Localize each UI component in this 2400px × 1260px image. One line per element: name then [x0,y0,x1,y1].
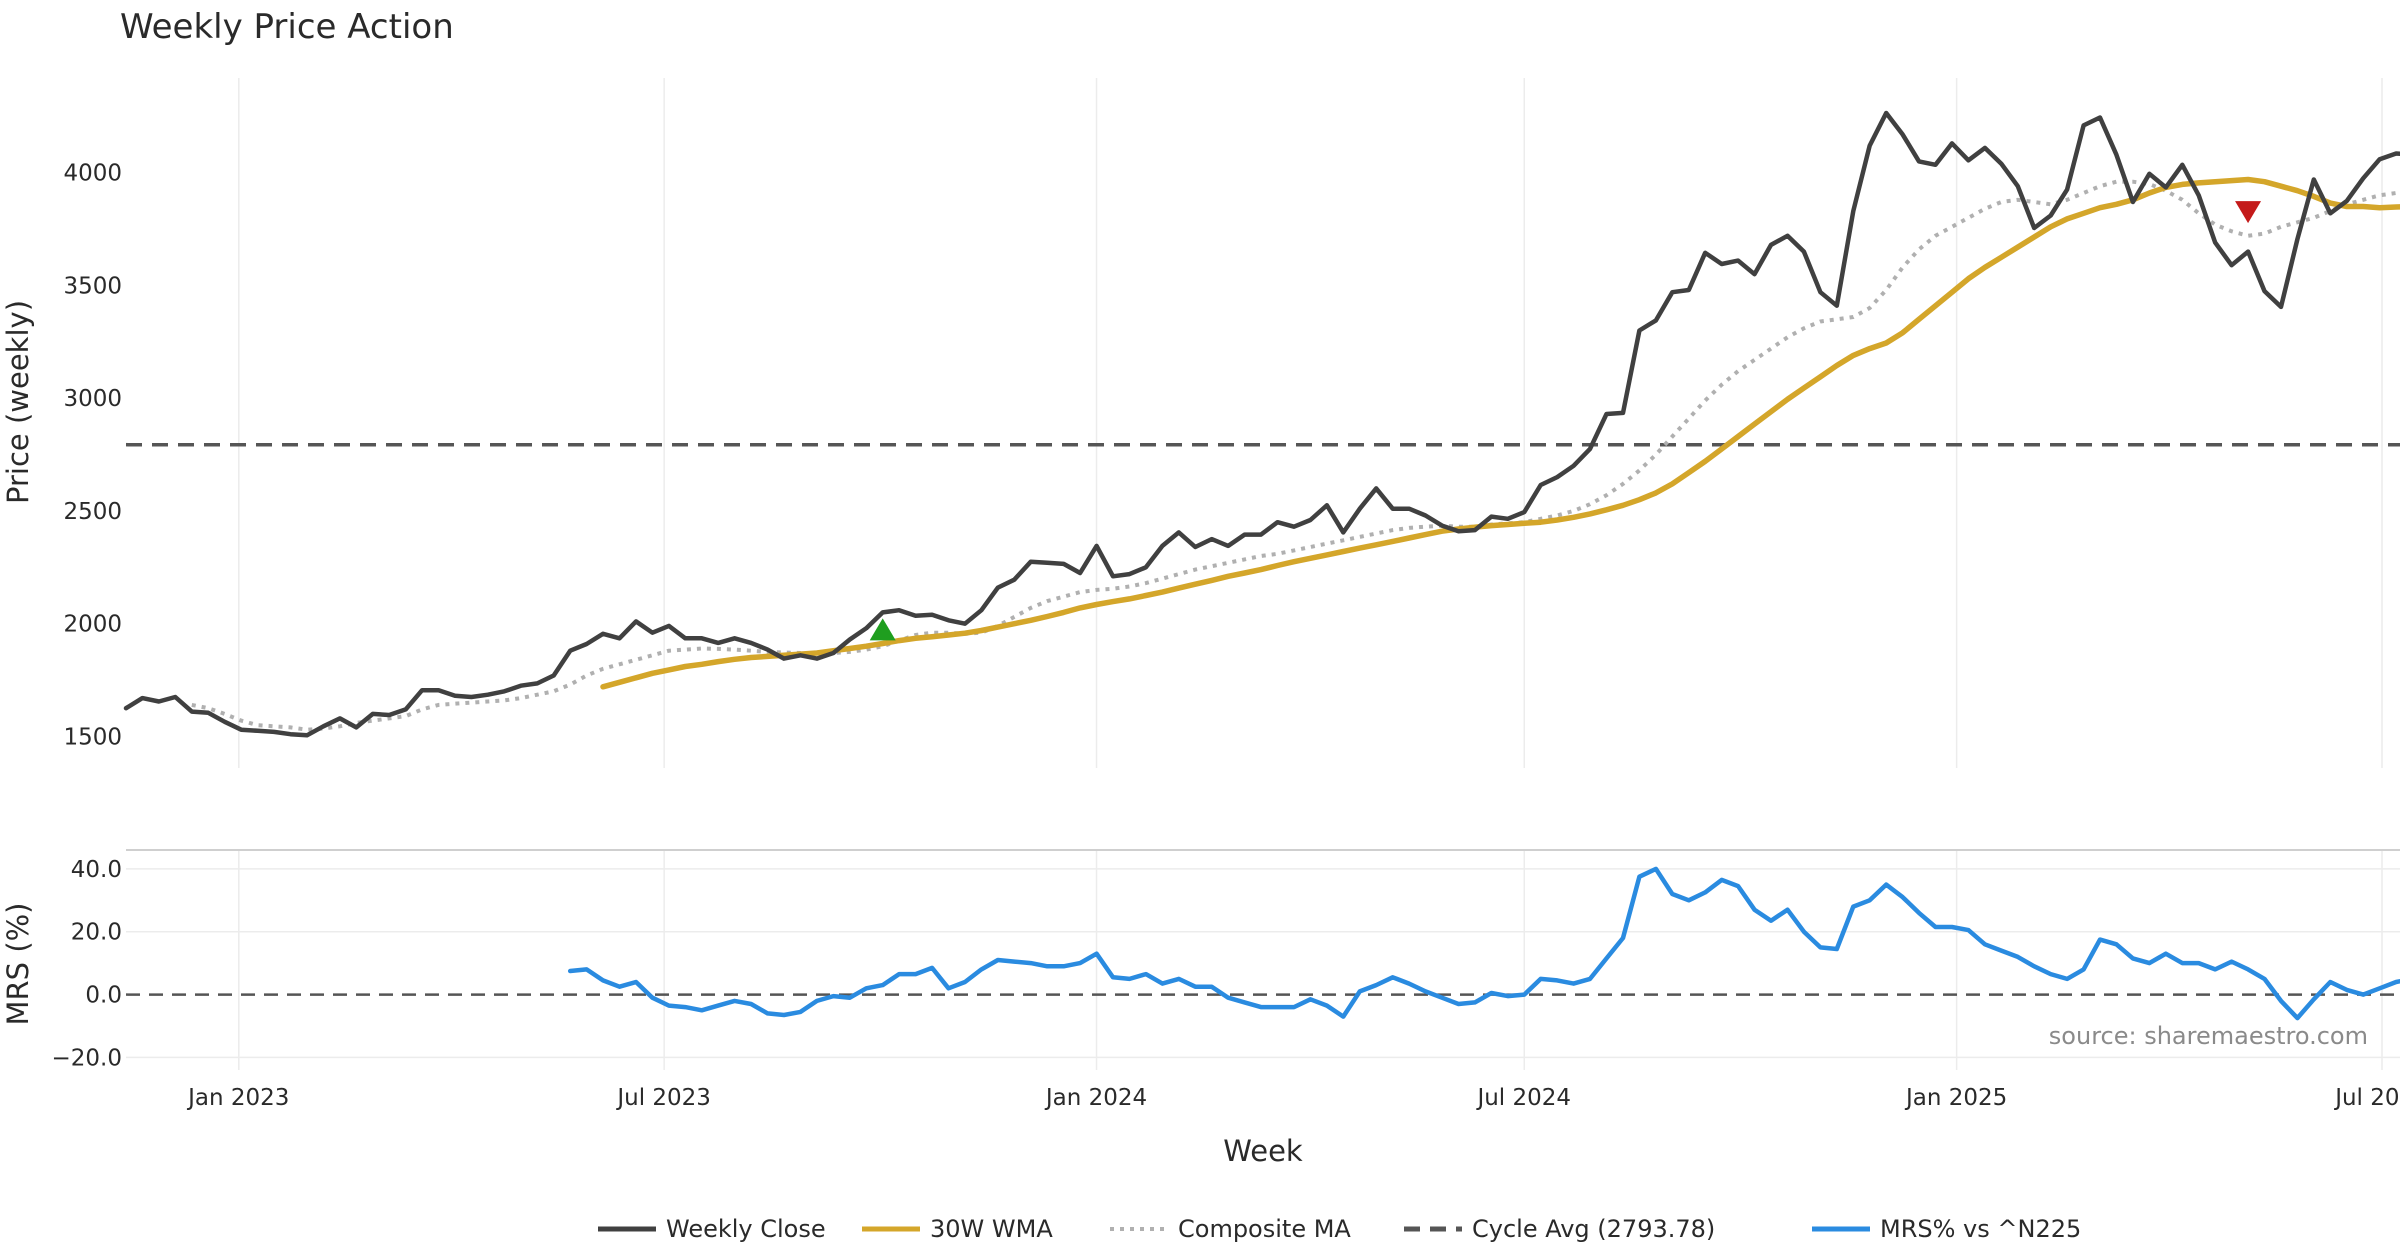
chart-title: Weekly Price Action [120,7,454,47]
legend-item: 30W WMA [862,1215,1053,1243]
mrs-y-tick-label: −20.0 [52,1045,122,1071]
weekly-close-line [123,110,2400,738]
legend-item: Composite MA [1110,1215,1351,1243]
x-tick-label: Jul 2024 [1475,1085,1571,1111]
buy-signal-marker [869,618,896,641]
x-axis-ticks: Jan 2023 Jul 2023 Jan 2024 Jul 2024 Jan 2025… [186,1085,2400,1111]
x-tick-label: Jul 2023 [615,1085,711,1111]
x-axis-label: Week [1223,1134,1303,1168]
legend-item: Weekly Close [598,1215,826,1243]
price-y-tick-label: 2000 [63,612,122,638]
mrs-y-tick-label: 40.0 [71,857,122,883]
mrs-y-axis-label: MRS (%) [1,903,35,1026]
price-y-tick-label: 3000 [63,386,122,412]
legend-label: 30W WMA [930,1215,1053,1243]
legend-label: Composite MA [1178,1215,1351,1243]
price-y-tick-label: 2500 [63,499,122,525]
price-y-tick-label: 1500 [63,724,122,750]
legend-item: Cycle Avg (2793.78) [1404,1215,1715,1243]
mrs-y-tick-label: 0.0 [85,983,122,1009]
mrs-series-group [126,866,2400,1021]
mrs-line [567,866,2400,1021]
price-y-tick-label: 3500 [63,273,122,299]
legend-label: MRS% vs ^N225 [1880,1215,2081,1243]
mrs-y-tick-label: 20.0 [71,920,122,946]
legend: Weekly Close 30W WMA Composite MA Cycle Avg… [598,1215,2081,1243]
x-tick-label: Jan 2023 [186,1085,289,1111]
x-tick-label: Jul 2025 [2333,1085,2400,1111]
sell-signal-marker [2235,201,2262,224]
composite-ma-line [191,179,2400,732]
x-tick-label: Jan 2025 [1904,1085,2007,1111]
signal-markers [869,201,2262,641]
legend-label: Weekly Close [666,1215,826,1243]
price-series-group [123,110,2400,738]
price-y-tick-label: 4000 [63,161,122,187]
mrs-panel-grid [126,850,2400,1070]
30w-wma-line [600,176,2400,690]
x-tick-label: Jan 2024 [1044,1085,1147,1111]
price-y-axis-label: Price (weekly) [1,300,35,504]
mrs-y-axis-ticks: −20.0 0.0 20.0 40.0 [52,857,122,1072]
price-y-axis-ticks: 1500 2000 2500 3000 3500 4000 [63,161,122,751]
legend-item: MRS% vs ^N225 [1812,1215,2081,1243]
legend-label: Cycle Avg (2793.78) [1472,1215,1715,1243]
source-annotation: source: sharemaestro.com [2049,1022,2368,1050]
